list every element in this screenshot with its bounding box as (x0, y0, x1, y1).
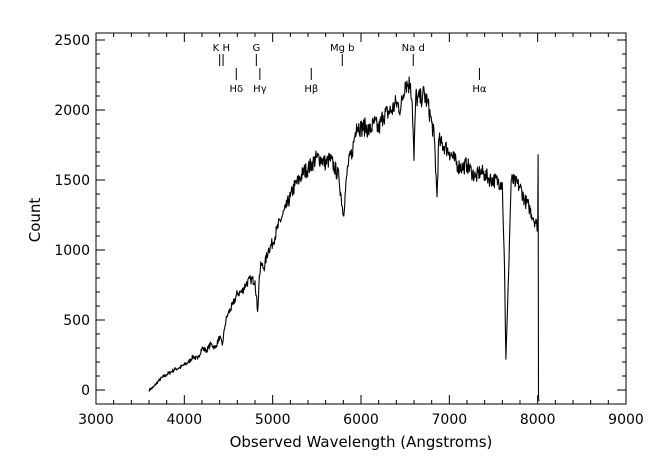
x-tick-labels: 3000 4000 5000 6000 7000 8000 9000 (78, 412, 644, 428)
x-tick-label: 3000 (78, 412, 114, 428)
line-label: K (213, 43, 220, 54)
x-tick-label: 4000 (167, 412, 203, 428)
y-tick-label: 500 (63, 313, 90, 329)
x-tick-label: 6000 (343, 412, 379, 428)
x-tick-label: 9000 (608, 412, 644, 428)
y-axis-label: Count (26, 198, 44, 243)
y-tick-labels: 0 500 1000 1500 2000 2500 (54, 33, 90, 399)
line-label: Na d (402, 43, 425, 54)
line-label: G (252, 43, 260, 54)
line-label: Mg b (330, 43, 355, 54)
y-tick-label: 1500 (54, 173, 90, 189)
plot-frame (95, 32, 627, 405)
line-label: Hδ (229, 84, 243, 95)
axis-ticks (95, 33, 627, 405)
line-label: Hγ (253, 84, 267, 95)
line-label: Hβ (304, 84, 318, 95)
x-tick-label: 8000 (520, 412, 556, 428)
y-tick-label: 2500 (54, 33, 90, 49)
line-annotations: K H G Mg b Na d Hδ Hγ Hβ Hα (213, 43, 487, 95)
spectrum-line (148, 76, 540, 402)
y-tick-label: 2000 (54, 103, 90, 119)
line-label: H (223, 43, 231, 54)
y-tick-label: 1000 (54, 243, 90, 259)
y-tick-label: 0 (81, 383, 90, 399)
x-tick-label: 5000 (255, 412, 291, 428)
x-tick-label: 7000 (432, 412, 468, 428)
x-axis-label: Observed Wavelength (Angstroms) (230, 433, 493, 451)
line-label: Hα (472, 84, 487, 95)
